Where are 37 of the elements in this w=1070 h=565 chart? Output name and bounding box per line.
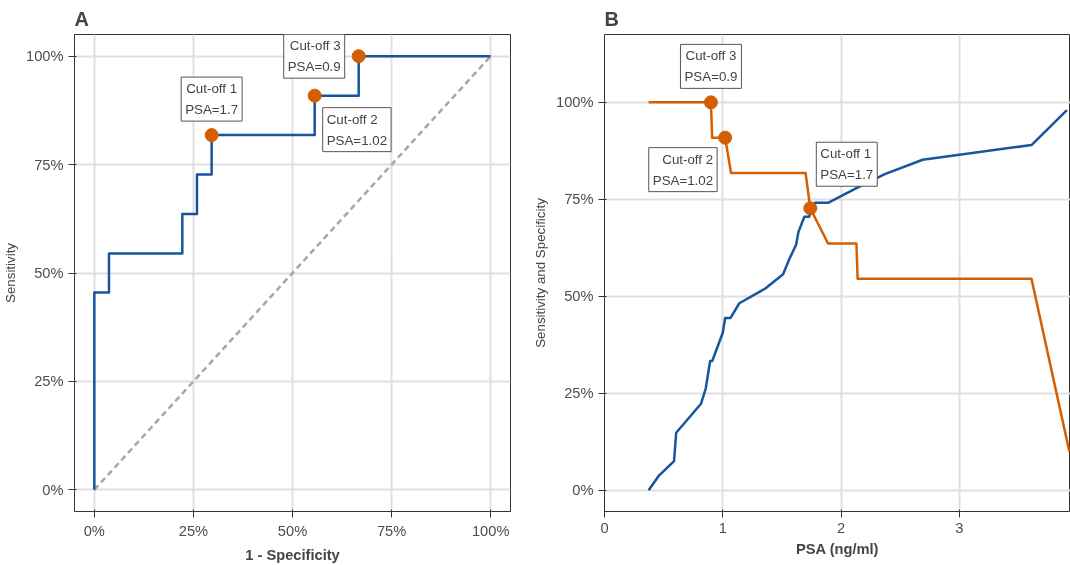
annotation: Cut-off 2 PSA=1.02: [326, 111, 388, 148]
x-tick-label: 2: [836, 519, 846, 536]
point: [803, 201, 818, 216]
x-tick-label: 100%: [471, 522, 510, 539]
annotation: Cut-off 1 PSA=1.7: [185, 81, 239, 118]
x-tick-label: 0%: [83, 522, 105, 539]
y-tick-label: 50%: [564, 288, 594, 305]
x-axis-title: 1 - Specificity: [245, 546, 341, 563]
annotation: Cut-off 2 PSA=1.02: [652, 151, 714, 188]
y-tick-label: 50%: [34, 265, 64, 281]
y-tick-label: 75%: [564, 191, 594, 208]
y-tick-label: 100%: [556, 94, 594, 111]
y-axis-title: Sensitivity: [3, 242, 19, 303]
annotation: Cut-off 3 PSA=0.9: [684, 48, 738, 85]
point: [703, 95, 718, 110]
x-tick-label: 1: [718, 519, 727, 536]
y-tick-label: 25%: [564, 385, 594, 402]
point: [204, 128, 219, 143]
x-tick-label: 25%: [178, 522, 209, 539]
annotation: Cut-off 3 PSA=0.9: [287, 38, 341, 75]
point: [351, 49, 366, 64]
annotation: Cut-off 1 PSA=1.7: [820, 146, 874, 183]
chart-title: B: [604, 7, 619, 30]
point: [718, 130, 733, 145]
y-tick-label: 75%: [34, 156, 64, 173]
x-tick-label: 3: [955, 519, 964, 536]
y-tick-label: 0%: [572, 482, 594, 499]
x-tick-label: 75%: [376, 522, 407, 539]
x-axis-title: PSA (ng/ml): [795, 540, 879, 557]
y-tick-label: 25%: [34, 373, 64, 390]
y-axis-title: Sensitivity and Specificity: [533, 197, 549, 348]
chart-title: A: [74, 7, 89, 30]
y-tick-label: 100%: [26, 48, 64, 65]
x-tick-label: 0: [600, 519, 609, 536]
point: [307, 88, 322, 103]
x-tick-label: 50%: [277, 522, 308, 539]
y-tick-label: 0%: [42, 481, 64, 498]
